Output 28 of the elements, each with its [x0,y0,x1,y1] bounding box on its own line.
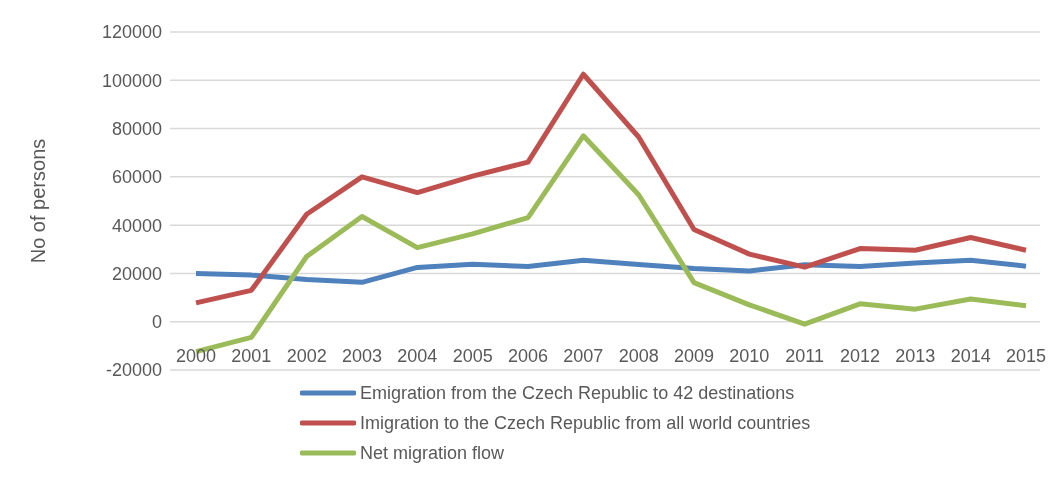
x-tick-label: 2012 [839,346,881,366]
y-tick-label: 0 [151,312,162,333]
legend-label: Emigration from the Czech Republic to 42 destinations [360,382,795,404]
y-tick-label: 20000 [111,263,162,284]
x-tick-label: 2009 [673,346,715,366]
y-tick-label: 100000 [101,70,162,91]
y-tick-label: 120000 [101,22,162,43]
x-tick-label: 2014 [950,346,991,366]
x-tick-label: 2011 [785,346,825,366]
y-tick-label: -20000 [105,360,162,381]
x-tick-label: 2001 [231,346,272,366]
y-tick-label: 60000 [111,167,162,188]
y-tick-label: 40000 [111,215,162,236]
x-tick-label: 2005 [452,346,493,366]
x-tick-label: 2004 [397,346,438,366]
x-tick-label: 2010 [729,346,770,366]
legend-label: Net migration flow [360,442,505,464]
x-tick-label: 2013 [895,346,936,366]
x-tick-label: 2008 [618,346,659,366]
y-tick-label: 80000 [111,118,162,139]
x-tick-label: 2000 [175,346,217,366]
x-tick-label: 2015 [1005,346,1047,366]
x-tick-label: 2002 [286,346,327,366]
y-axis-title: No of persons [27,138,50,264]
x-tick-label: 2006 [507,346,549,366]
x-tick-label: 2003 [341,346,383,366]
legend-label: Imigration to the Czech Republic from all world countries [360,412,811,434]
x-tick-label: 2007 [563,346,604,366]
